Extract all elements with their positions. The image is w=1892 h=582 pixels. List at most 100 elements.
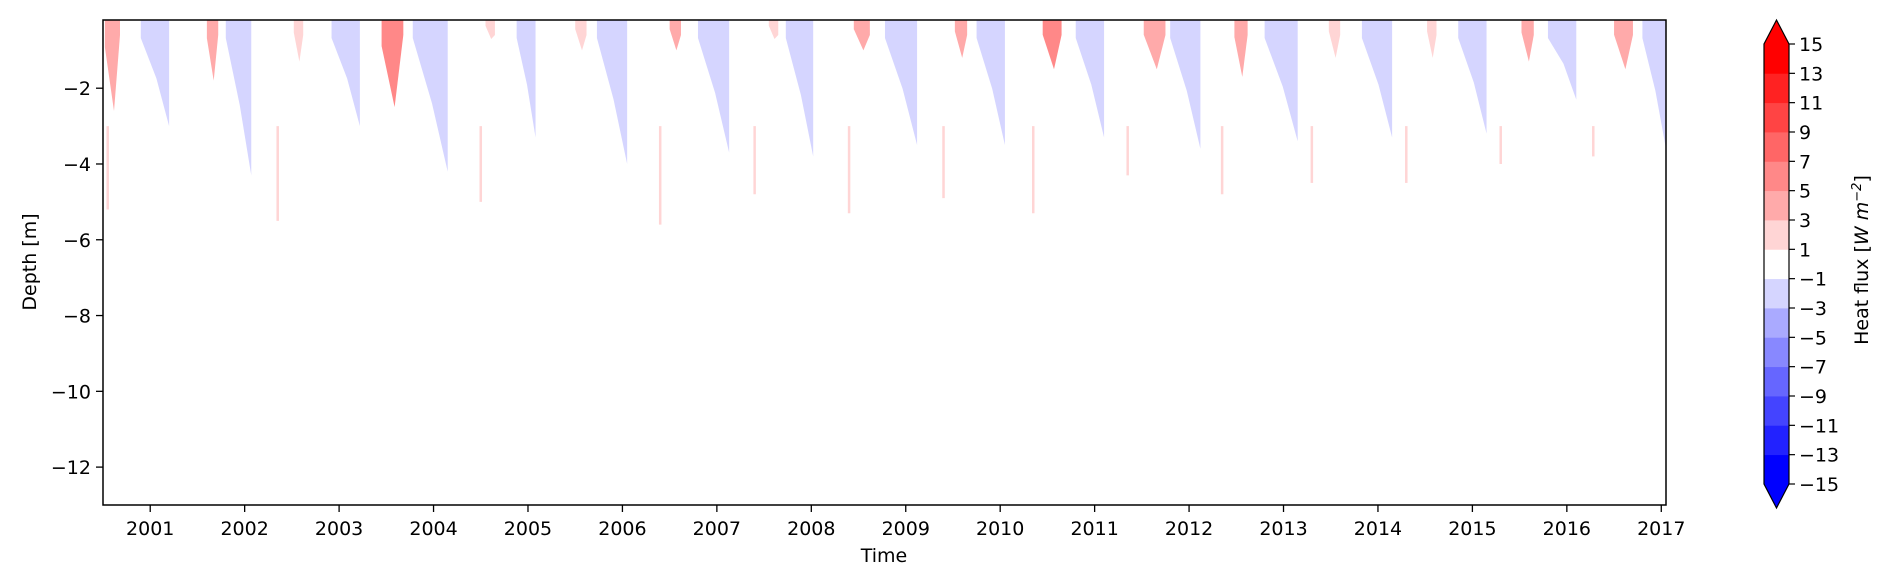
colorbar-band-4 <box>1764 366 1789 397</box>
warming-event-3 <box>293 20 304 62</box>
cooling-event-8 <box>785 20 814 157</box>
cooling-event-14 <box>1361 20 1393 138</box>
plot-frame <box>102 19 1667 506</box>
colorbar-tick-label-4: 9 <box>1799 122 1811 144</box>
colorbar-band-1 <box>1764 454 1789 485</box>
warming-event-4 <box>381 20 404 108</box>
warming-event-8 <box>768 20 779 39</box>
x-tick-label-2003: 2003 <box>315 518 363 540</box>
warming-event-5 <box>485 20 495 39</box>
x-tick-label-2005: 2005 <box>504 518 552 540</box>
y-tick-label-10: −10 <box>51 381 91 403</box>
colorbar-tick-label-6: 5 <box>1799 181 1811 203</box>
x-axis-title: Time <box>860 545 908 567</box>
cooling-event-5 <box>516 20 536 138</box>
warming-event-9 <box>853 20 870 51</box>
x-tick-label-2007: 2007 <box>693 518 741 540</box>
cooling-event-16 <box>1547 20 1577 100</box>
warming-event-15 <box>1427 20 1437 58</box>
colorbar-tick-label-5: 7 <box>1799 151 1811 173</box>
colorbar-tick-label-2: 13 <box>1799 63 1823 85</box>
cooling-event-2 <box>225 20 252 176</box>
x-tick-label-2013: 2013 <box>1259 518 1307 540</box>
colorbar-band-8 <box>1764 249 1789 280</box>
colorbar-tick-label-1: 15 <box>1799 34 1823 56</box>
colorbar-band-7 <box>1764 278 1789 309</box>
x-tick-label-2012: 2012 <box>1165 518 1213 540</box>
warming-event-1 <box>104 20 120 111</box>
x-tick-label-2001: 2001 <box>126 518 174 540</box>
colorbar-band-3 <box>1764 396 1789 426</box>
colorbar-tick-label-7: 3 <box>1799 210 1811 232</box>
warming-event-16 <box>1521 20 1534 62</box>
colorbar-band-2 <box>1764 425 1789 456</box>
colorbar-extend-max <box>1764 20 1789 44</box>
x-tick-label-2015: 2015 <box>1448 518 1496 540</box>
colorbar-band-12 <box>1764 132 1789 162</box>
colorbar-band-11 <box>1764 161 1789 192</box>
warming-event-7 <box>669 20 681 51</box>
colorbar-title: Heat flux [W m−2] <box>1850 175 1873 345</box>
y-tick-label-4: −4 <box>63 154 91 176</box>
cooling-event-1 <box>140 20 170 127</box>
y-tick-label-12: −12 <box>51 457 91 479</box>
colorbar-band-6 <box>1764 308 1789 338</box>
x-tick-label-2006: 2006 <box>598 518 646 540</box>
colorbar-tick-label-9: −1 <box>1799 269 1827 291</box>
colorbar-tick-label-3: 11 <box>1799 93 1823 115</box>
warming-event-14 <box>1328 20 1341 58</box>
colorbar-tick-label-12: −7 <box>1799 357 1827 379</box>
warming-event-11 <box>1042 20 1062 70</box>
colorbar-tick-label-14: −11 <box>1799 415 1839 437</box>
x-tick-label-2010: 2010 <box>976 518 1024 540</box>
y-axis-title: Depth [m] <box>19 213 41 310</box>
warming-event-6 <box>575 20 587 51</box>
x-tick-label-2004: 2004 <box>409 518 457 540</box>
y-tick-label-6: −6 <box>63 230 91 252</box>
cooling-event-15 <box>1458 20 1487 134</box>
colorbar-band-5 <box>1764 337 1789 368</box>
y-axis-ticks: −2 −4 −6 −8 −10 −12 <box>51 78 103 479</box>
cooling-event-12 <box>1170 20 1201 149</box>
x-tick-label-2002: 2002 <box>220 518 268 540</box>
heatmap-data <box>104 20 1666 225</box>
colorbar-tick-label-16: −15 <box>1799 474 1839 496</box>
x-tick-label-2011: 2011 <box>1070 518 1118 540</box>
warming-event-13 <box>1234 20 1248 77</box>
x-tick-label-2008: 2008 <box>787 518 835 540</box>
colorbar-tick-label-13: −9 <box>1799 386 1827 408</box>
cooling-event-9 <box>884 20 918 146</box>
warming-event-10 <box>954 20 968 58</box>
y-tick-label-8: −8 <box>63 306 91 328</box>
cooling-event-10 <box>976 20 1005 146</box>
colorbar: 15 13 11 9 7 5 3 1 −1 −3 −5 −7 −9 −11 −13 −15 <box>1763 18 1839 510</box>
cooling-event-11 <box>1075 20 1105 138</box>
cooling-event-3 <box>331 20 360 127</box>
cooling-event-17 <box>1642 20 1666 149</box>
y-tick-label-2: −2 <box>63 78 91 100</box>
cooling-event-13 <box>1264 20 1298 142</box>
cooling-event-7 <box>697 20 730 153</box>
colorbar-band-9 <box>1764 220 1789 250</box>
plot-background <box>103 20 1666 505</box>
colorbar-extend-min <box>1764 484 1789 508</box>
colorbar-band-10 <box>1764 190 1789 221</box>
x-tick-label-2014: 2014 <box>1354 518 1402 540</box>
colorbar-tick-label-10: −3 <box>1799 298 1827 320</box>
x-tick-label-2017: 2017 <box>1637 518 1685 540</box>
colorbar-band-13 <box>1764 102 1789 133</box>
cooling-event-4 <box>412 20 448 172</box>
x-tick-label-2009: 2009 <box>882 518 930 540</box>
warming-event-2 <box>206 20 219 81</box>
colorbar-tick-label-11: −5 <box>1799 327 1827 349</box>
x-tick-label-2016: 2016 <box>1543 518 1591 540</box>
warming-event-12 <box>1143 20 1166 70</box>
cooling-event-6 <box>596 20 628 164</box>
colorbar-band-14 <box>1764 73 1789 104</box>
colorbar-tick-label-8: 1 <box>1799 239 1811 261</box>
colorbar-band-15 <box>1764 44 1789 74</box>
x-axis-ticks: 2001 2002 2003 2004 2005 2006 2007 2008 2009 2010… <box>126 505 1685 540</box>
warming-event-17 <box>1614 20 1633 70</box>
colorbar-tick-label-15: −13 <box>1799 445 1839 467</box>
